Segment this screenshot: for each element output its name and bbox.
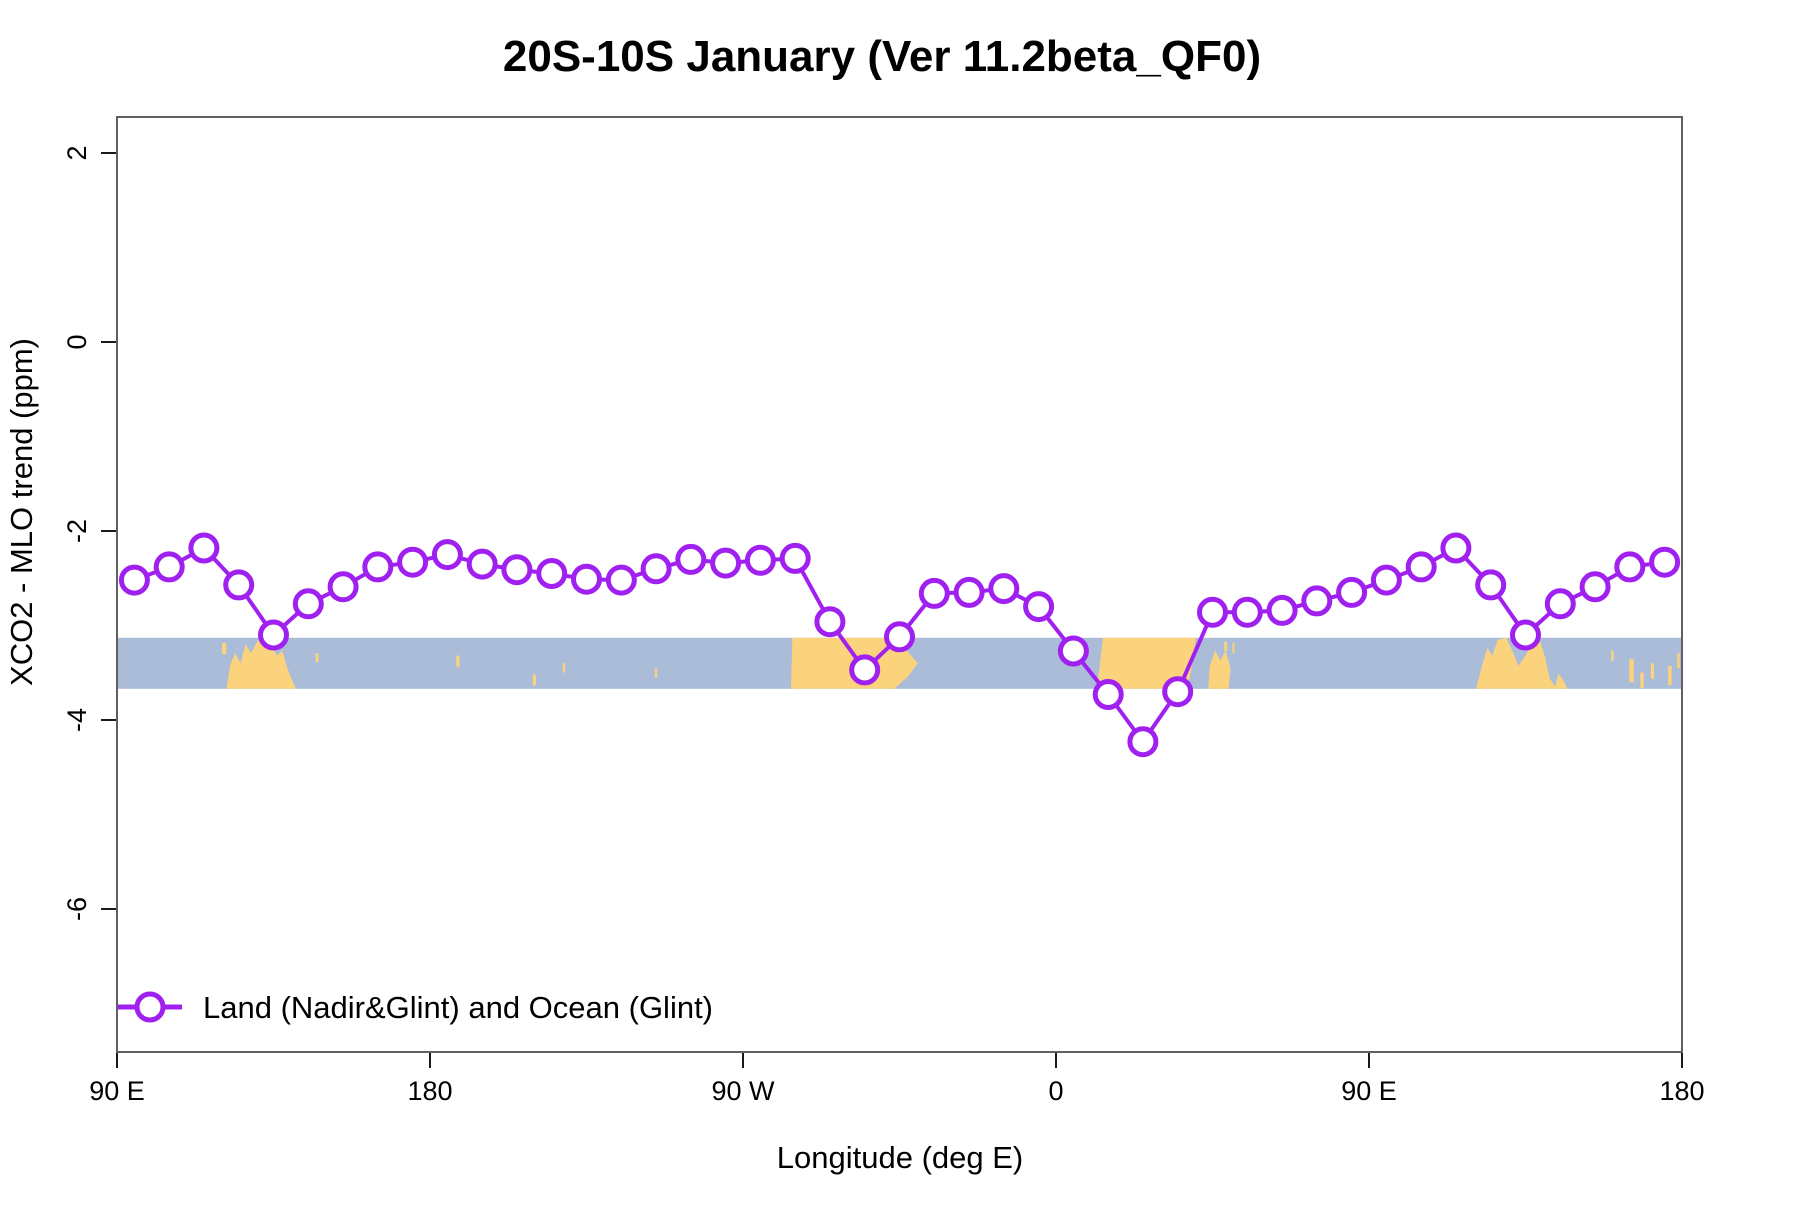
x-tick-label: 90 E bbox=[1341, 1076, 1397, 1106]
island-speckle bbox=[456, 655, 460, 667]
island-speckle bbox=[1650, 663, 1654, 679]
data-point-marker bbox=[431, 539, 463, 571]
data-point-marker bbox=[118, 564, 150, 596]
data-point-marker bbox=[918, 577, 950, 609]
data-point-marker bbox=[1405, 551, 1437, 583]
x-tick-label: 0 bbox=[1048, 1076, 1063, 1106]
data-point-marker bbox=[779, 542, 811, 574]
land-polygon-africa bbox=[1097, 637, 1196, 689]
data-point-marker bbox=[1127, 726, 1159, 758]
data-point-marker bbox=[884, 621, 915, 653]
legend-label: Land (Nadir&Glint) and Ocean (Glint) bbox=[203, 990, 713, 1025]
axes: 90 E 180 90 W 0 90 E 180 2 0 -2 -4 -6 bbox=[62, 145, 1705, 1106]
data-point-marker bbox=[953, 576, 985, 608]
data-point-marker bbox=[536, 558, 568, 589]
data-point-marker bbox=[292, 588, 324, 620]
data-point-marker bbox=[1475, 569, 1507, 601]
island-speckle bbox=[1629, 659, 1634, 683]
data-point-marker bbox=[605, 564, 637, 596]
land-polygon-madagascar bbox=[1208, 650, 1231, 689]
data-point-marker bbox=[1092, 679, 1124, 710]
x-axis-label: Longitude (deg E) bbox=[777, 1140, 1023, 1175]
island-speckle bbox=[222, 642, 227, 655]
data-point-marker bbox=[1266, 594, 1298, 626]
x-tick-label: 90 W bbox=[711, 1076, 775, 1106]
land-polygon-australia-west-copy bbox=[226, 640, 297, 689]
island-speckle bbox=[315, 653, 319, 663]
data-point-marker bbox=[640, 553, 672, 585]
y-axis-label: XCO2 - MLO trend (ppm) bbox=[4, 338, 39, 686]
chart-title: 20S-10S January (Ver 11.2beta_QF0) bbox=[503, 32, 1261, 81]
data-point-marker bbox=[710, 547, 742, 579]
data-point-marker bbox=[675, 543, 707, 575]
data-point-marker bbox=[1057, 635, 1089, 667]
y-tick-label: 2 bbox=[62, 145, 92, 160]
island-speckle bbox=[1611, 650, 1614, 661]
data-point-marker bbox=[744, 544, 776, 576]
data-point-marker bbox=[1231, 596, 1263, 628]
data-point-marker bbox=[188, 532, 220, 564]
data-point-marker bbox=[814, 606, 846, 638]
island-speckle bbox=[1224, 641, 1228, 652]
island-speckle bbox=[654, 668, 658, 678]
data-point-marker bbox=[1162, 676, 1194, 708]
data-point-marker bbox=[327, 571, 359, 603]
plot-border bbox=[116, 116, 1683, 1053]
x-tick-label: 180 bbox=[1659, 1076, 1704, 1106]
island-speckle bbox=[1668, 665, 1672, 686]
data-point-marker bbox=[501, 554, 533, 586]
data-point-marker bbox=[988, 573, 1020, 605]
data-point-marker bbox=[1544, 588, 1576, 620]
island-speckle bbox=[1677, 653, 1680, 669]
island-speckle bbox=[562, 663, 566, 673]
data-point-marker bbox=[571, 563, 602, 595]
data-point-marker bbox=[1370, 564, 1402, 596]
x-tick-label: 180 bbox=[407, 1076, 452, 1106]
data-point-marker bbox=[258, 619, 289, 651]
data-point-marker bbox=[1649, 546, 1681, 578]
data-point-marker bbox=[849, 654, 881, 686]
y-tick-label: -6 bbox=[62, 897, 92, 921]
island-speckle bbox=[1640, 672, 1644, 688]
y-tick-label: 0 bbox=[62, 334, 92, 349]
legend: Land (Nadir&Glint) and Ocean (Glint) bbox=[118, 990, 713, 1025]
data-point-marker bbox=[1336, 576, 1368, 608]
island-speckle bbox=[532, 674, 536, 686]
data-point-marker bbox=[466, 548, 498, 580]
data-point-marker bbox=[1197, 596, 1228, 628]
y-tick-label: -2 bbox=[62, 519, 92, 543]
data-series bbox=[118, 532, 1681, 758]
data-point-marker bbox=[1614, 551, 1646, 583]
y-tick-label: -4 bbox=[62, 708, 92, 732]
x-tick-label: 90 E bbox=[89, 1076, 145, 1106]
data-point-marker bbox=[1023, 591, 1055, 623]
data-point-marker bbox=[1579, 571, 1611, 603]
data-point-marker bbox=[397, 546, 429, 578]
land-polygon-australia-east-copy bbox=[1476, 637, 1568, 689]
island-speckle bbox=[1232, 642, 1235, 654]
legend-circle-marker bbox=[134, 991, 166, 1023]
data-point-marker bbox=[1440, 532, 1472, 564]
data-point-marker bbox=[223, 569, 255, 601]
data-point-marker bbox=[362, 551, 394, 583]
island-speckle bbox=[257, 640, 261, 650]
data-point-marker bbox=[153, 551, 185, 583]
data-point-marker bbox=[1510, 619, 1541, 651]
data-point-marker bbox=[1301, 585, 1333, 617]
